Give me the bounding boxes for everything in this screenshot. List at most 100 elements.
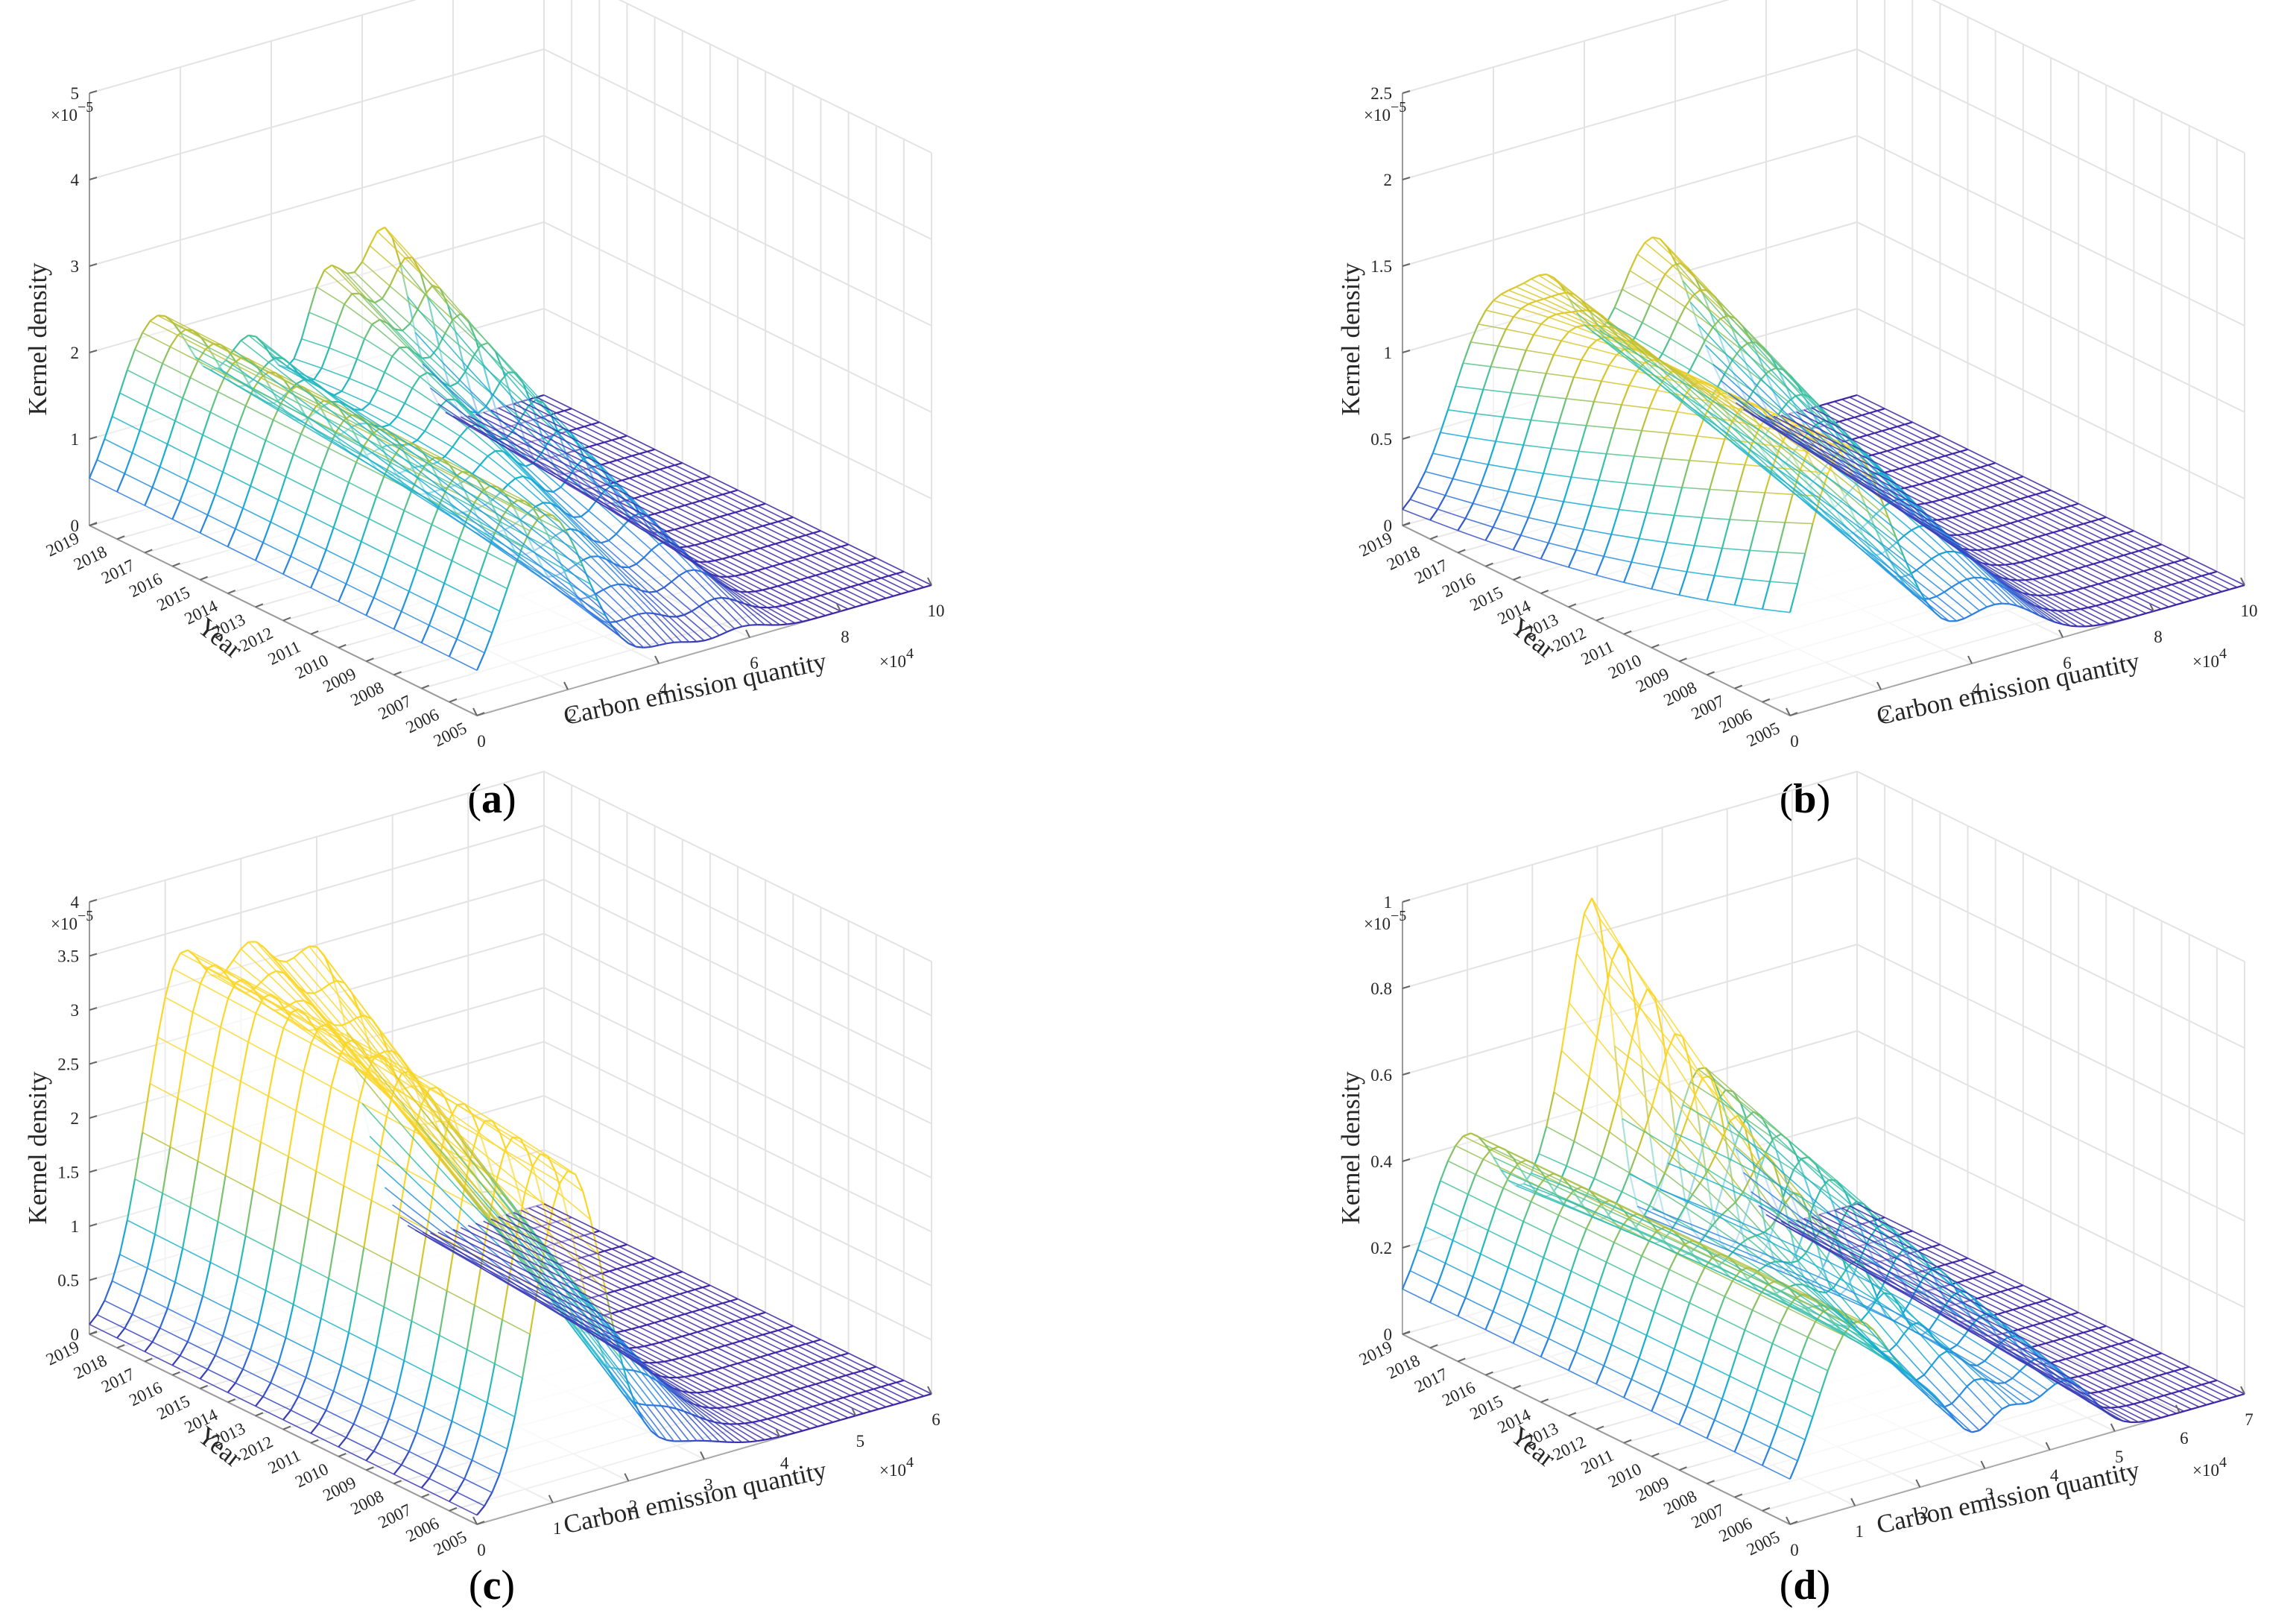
panel-b-mesh-x-18-seg-8	[1677, 373, 1706, 399]
panel-b-mesh-year-2019-seg-1	[1409, 486, 1419, 500]
panel-b-mesh-x-28-seg-4	[1863, 476, 1892, 502]
panel-c-mesh-year-2014-seg-54	[636, 1281, 645, 1286]
panel-a-mesh-x-31-seg-0	[683, 614, 712, 640]
panel-b-mesh-year-2008-seg-3	[1729, 490, 1739, 520]
panel-c-mesh-x-0-seg-12	[116, 1337, 145, 1353]
panel-a-mesh-year-2017-seg-5	[182, 377, 192, 399]
panel-b-mesh-year-2019-seg-55	[1818, 403, 1827, 407]
panel-b-mesh-x-41-seg-4	[1961, 548, 1990, 566]
panel-a-mesh-year-2015-seg-58	[639, 450, 648, 455]
panel-c-mesh-year-2015-seg-14	[305, 1014, 315, 1028]
panel-a-mesh-x-47-seg-3	[721, 558, 750, 573]
panel-a-x-tick-0: 0	[477, 732, 486, 751]
panel-b-mesh-year-2018-seg-30	[1657, 274, 1666, 288]
panel-a-mesh-x-19-seg-4	[482, 534, 511, 555]
panel-b-surface-fill-2010	[1651, 392, 2107, 648]
panel-a-mesh-x-16-seg-2	[514, 551, 543, 569]
panel-c-mesh-year-2008-seg-53	[795, 1365, 803, 1369]
panel-b-surface-fill-2015	[1513, 337, 1968, 580]
panel-b-mesh-x-44-seg-9	[1846, 473, 1875, 490]
panel-a-mesh-x-55-seg-7	[671, 487, 700, 502]
panel-a-mesh-year-2015-seg-33	[449, 382, 458, 388]
panel-c-mesh-year-2012-seg-46	[631, 1326, 640, 1330]
panel-c-mesh-year-2014-seg-4	[257, 1290, 267, 1325]
panel-b-mesh-x-42-seg-2	[2025, 579, 2054, 596]
panel-a-mesh-year-2018-seg-0	[116, 473, 126, 493]
panel-b-mesh-x-26-seg-6	[1792, 452, 1821, 473]
panel-a-mesh-year-2010-seg-55	[755, 525, 763, 529]
panel-b-mesh-x-49-seg-4	[2023, 540, 2051, 555]
panel-c-mesh-year-2005-seg-25	[666, 1439, 674, 1442]
panel-a-mesh-year-2009-seg-2	[380, 555, 390, 578]
panel-a-mesh-year-2008-seg-53	[795, 556, 803, 561]
panel-b-mesh-year-2005-seg-16	[1910, 572, 1920, 590]
panel-a-mesh-year-2013-seg-52	[649, 490, 658, 495]
panel-a-mesh-x-12-seg-11	[235, 361, 264, 376]
panel-a-mesh-x-2-seg-5	[326, 549, 354, 564]
panel-c-mesh-x-10-seg-9	[275, 1056, 304, 1073]
panel-c-mesh-year-2006-seg-16	[569, 1228, 579, 1263]
panel-c-mesh-year-2016-seg-54	[581, 1255, 589, 1259]
panel-a-mesh-year-2006-seg-55	[865, 579, 874, 584]
panel-a-mesh-x-26-seg-0	[645, 612, 674, 643]
panel-c-mesh-x-5-seg-9	[238, 1275, 266, 1291]
panel-a-mesh-year-2009-seg-0	[365, 597, 375, 616]
panel-a-mesh-year-2005-seg-42	[794, 620, 803, 624]
panel-b-mesh-x-29-seg-9	[1732, 359, 1761, 381]
panel-c-mesh-year-2014-seg-37	[507, 1264, 516, 1280]
panel-a-x-tick-1: 2	[568, 706, 577, 725]
panel-b-mesh-year-2015-seg-11	[1596, 336, 1604, 341]
panel-a-mesh-year-2006-seg-2	[464, 596, 473, 619]
panel-c-mesh-year-2008-seg-0	[393, 1464, 402, 1475]
panel-b-mesh-year-2018-seg-32	[1672, 262, 1680, 267]
panel-c-mesh-x-5-seg-7	[293, 1304, 322, 1319]
panel-a-mesh-x-25-seg-9	[389, 424, 418, 441]
panel-a-mesh-x-5-seg-7	[293, 453, 322, 470]
panel-a-mesh-x-57-seg-1	[853, 564, 882, 579]
panel-a-mesh-x-23-seg-8	[402, 444, 431, 466]
panel-a-mesh-year-2007-seg-36	[694, 569, 703, 572]
panel-a-mesh-x-27-seg-4	[543, 502, 572, 530]
panel-c-mesh-year-2018-seg-36	[389, 1134, 399, 1164]
panel-b-mesh-x-59-seg-6	[2043, 491, 2072, 507]
panel-c-mesh-year-2015-seg-36	[472, 1219, 481, 1242]
panel-a-mesh-x-39-seg-0	[744, 603, 773, 626]
panel-b-mesh-x-48-seg-6	[1959, 515, 1988, 530]
panel-b-mesh-year-2007-seg-2	[1748, 520, 1759, 551]
panel-b-mesh-x-29-seg-4	[1870, 473, 1900, 500]
panel-a-mesh-year-2008-seg-34	[651, 543, 660, 551]
panel-a-mesh-x-48-seg-3	[730, 556, 758, 572]
panel-c-mesh-year-2010-seg-54	[747, 1336, 756, 1340]
panel-c-mesh-x-13-seg-11	[243, 979, 271, 995]
panel-b-mesh-x-51-seg-1	[2120, 577, 2149, 592]
panel-a-mesh-x-56-seg-10	[596, 444, 625, 459]
panel-b-mesh-year-2007-seg-49	[2105, 578, 2114, 583]
panel-b-mesh-year-2012-seg-29	[1815, 420, 1824, 426]
panel-a-mesh-x-27-seg-9	[404, 403, 433, 420]
panel-b-mesh-x-52-seg-12	[1824, 425, 1853, 441]
panel-b-mesh-year-2011-seg-26	[1820, 461, 1829, 473]
panel-a-grid-z-1	[89, 307, 932, 499]
panel-c-mesh-year-2013-seg-54	[664, 1295, 673, 1299]
panel-a-mesh-year-2012-seg-51	[669, 506, 678, 511]
panel-b-mesh-year-2018-seg-59	[1876, 408, 1885, 412]
panel-b-mesh-year-2018-seg-12	[1520, 303, 1529, 310]
panel-a-mesh-x-20-seg-5	[462, 512, 491, 535]
panel-b-mesh-year-2007-seg-45	[2075, 587, 2084, 591]
panel-a-mesh-year-2014-seg-6	[272, 403, 282, 420]
panel-c-mesh-year-2009-seg-54	[775, 1349, 783, 1354]
panel-a-mesh-x-44-seg-3	[699, 561, 728, 578]
panel-b-mesh-year-2013-seg-0	[1567, 549, 1578, 568]
panel-b-mesh-year-2014-seg-48	[1904, 485, 1913, 489]
panel-b-x-tick-4: 8	[2154, 628, 2163, 646]
panel-b-mesh-x-21-seg-0	[1920, 598, 1950, 622]
panel-a-mesh-x-22-seg-6	[449, 486, 478, 509]
panel-a-mesh-year-2011-seg-1	[317, 549, 327, 571]
panel-a-mesh-year-2018-seg-45	[457, 409, 467, 423]
panel-a-mesh-x-6-seg-6	[328, 447, 357, 463]
panel-a-mesh-year-2019-seg-0	[88, 459, 98, 479]
panel-b-mesh-year-2017-seg-59	[1904, 421, 1913, 426]
panel-b-mesh-x-26-seg-11	[1654, 365, 1683, 383]
panel-b-mesh-x-15-seg-11	[1571, 311, 1600, 327]
panel-c-mesh-year-2005-seg-13	[575, 1173, 584, 1193]
